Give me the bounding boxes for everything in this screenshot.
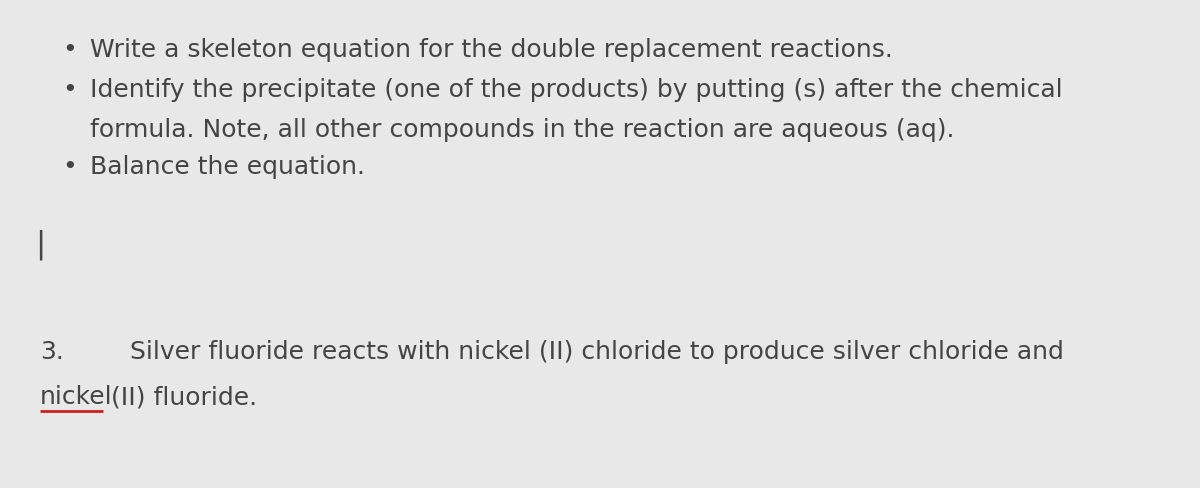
- Text: formula. Note, all other compounds in the reaction are aqueous (aq).: formula. Note, all other compounds in th…: [90, 118, 954, 142]
- Text: |: |: [35, 230, 46, 261]
- Text: •: •: [62, 78, 77, 102]
- Text: Write a skeleton equation for the double replacement reactions.: Write a skeleton equation for the double…: [90, 38, 893, 62]
- Text: •: •: [62, 155, 77, 179]
- Text: Silver fluoride reacts with nickel (II) chloride to produce silver chloride and: Silver fluoride reacts with nickel (II) …: [130, 340, 1064, 364]
- Text: nickel: nickel: [40, 385, 113, 409]
- Text: (II) fluoride.: (II) fluoride.: [103, 385, 257, 409]
- Text: 3.: 3.: [40, 340, 64, 364]
- Text: •: •: [62, 38, 77, 62]
- Text: Balance the equation.: Balance the equation.: [90, 155, 365, 179]
- Text: Identify the precipitate (one of the products) by putting (s) after the chemical: Identify the precipitate (one of the pro…: [90, 78, 1063, 102]
